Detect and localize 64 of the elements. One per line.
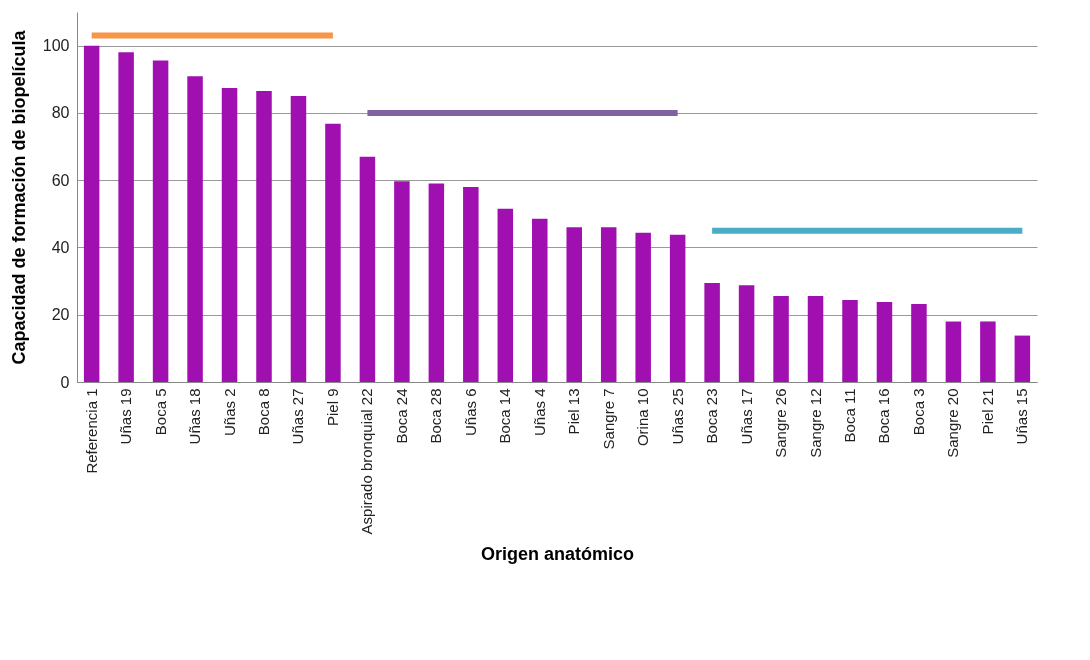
bar	[428, 183, 445, 382]
bar	[325, 123, 341, 382]
x-tick-label: Sangre 26	[772, 388, 790, 458]
x-tick-label: Uñas 15	[1013, 388, 1031, 445]
bar	[945, 321, 962, 382]
x-tick-label: Sangre 7	[599, 388, 617, 450]
bar	[290, 96, 307, 382]
bar	[876, 301, 893, 382]
x-tick-label: Boca 16	[875, 388, 893, 444]
x-tick-label: Uñas 19	[117, 388, 135, 445]
x-axis-title: Origen anatómico	[480, 544, 635, 565]
y-tick-label: 100	[42, 37, 70, 55]
bar	[566, 227, 582, 382]
x-tick-label: Boca 3	[909, 388, 927, 436]
x-tick-label: Boca 23	[703, 388, 721, 444]
y-tick-label: 80	[51, 104, 70, 122]
x-tick-label: Sangre 12	[806, 388, 824, 458]
x-tick-label: Piel 9	[323, 388, 341, 427]
bar	[1014, 335, 1031, 382]
bar	[497, 208, 514, 382]
bar	[83, 45, 100, 382]
y-axis-title: Capacidad de formación de biopelícula	[8, 29, 29, 365]
x-tick-label: Uñas 25	[668, 388, 686, 445]
bar	[842, 299, 858, 382]
x-tick-label: Uñas 2	[220, 388, 238, 437]
bar	[152, 60, 169, 382]
x-tick-label: Boca 11	[841, 388, 858, 443]
y-tick-label: 40	[51, 238, 70, 256]
bar	[118, 52, 134, 382]
bar	[187, 76, 203, 382]
x-tick-label: Piel 13	[565, 388, 583, 435]
bar	[738, 285, 755, 382]
bar	[359, 156, 376, 382]
x-tick-label: Uñas 17	[737, 388, 755, 445]
bar	[394, 181, 410, 382]
bar	[221, 88, 238, 382]
x-tick-label: Boca 14	[496, 388, 514, 444]
bar	[911, 303, 927, 382]
x-tick-label: Uñas 6	[461, 388, 479, 437]
y-tick-label: 20	[51, 306, 70, 324]
bar	[256, 91, 272, 382]
x-tick-label: Piel 21	[978, 388, 996, 435]
x-tick-label: Boca 5	[151, 388, 169, 436]
x-tick-label: Orina 10	[634, 388, 652, 447]
bar	[669, 234, 686, 382]
x-tick-label: Uñas 4	[530, 388, 548, 437]
bar	[635, 232, 651, 382]
x-tick-label: Sangre 20	[944, 388, 962, 458]
bar	[600, 227, 617, 382]
x-tick-label: Boca 28	[427, 388, 445, 444]
x-tick-label: Aspirado bronquial 22	[358, 388, 376, 535]
bar	[807, 295, 824, 382]
x-tick-label: Uñas 18	[186, 388, 204, 445]
y-tick-label: 60	[51, 171, 70, 189]
bar	[532, 218, 548, 382]
bar	[463, 186, 479, 382]
x-tick-label: Boca 8	[255, 388, 272, 436]
bar	[980, 321, 996, 382]
bar	[704, 283, 720, 382]
y-tick-label: 0	[60, 373, 70, 391]
x-tick-label: Referencia 1	[82, 388, 100, 474]
x-tick-label: Boca 24	[392, 388, 410, 444]
bar	[773, 295, 789, 382]
x-tick-label: Uñas 27	[289, 388, 307, 445]
